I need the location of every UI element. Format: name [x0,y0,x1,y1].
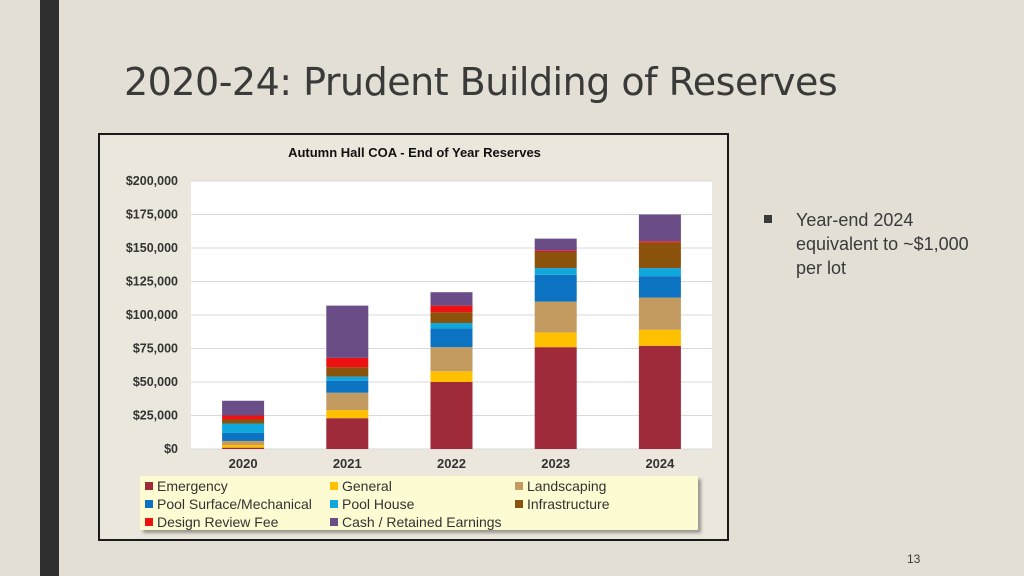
x-tick-label: 2023 [541,456,570,471]
bar-segment-pool-surface-mechanical-2023 [534,274,577,302]
legend-swatch [145,500,153,508]
bar-segment-pool-surface-mechanical-2021 [326,380,369,393]
bar-segment-emergency-2021 [326,418,369,449]
bar-segment-infrastructure-2021 [326,367,369,377]
bar-segment-pool-surface-mechanical-2020 [222,432,265,441]
legend-item: Cash / Retained Earnings [330,514,502,531]
legend-swatch [330,518,338,526]
y-tick-label: $150,000 [126,241,178,255]
legend-item: Emergency [145,478,228,495]
y-tick-label: $75,000 [133,342,178,356]
bar-segment-infrastructure-2023 [534,252,577,269]
bar-segment-pool-house-2021 [326,376,369,381]
bar-segment-pool-house-2023 [534,268,577,275]
x-tick-label: 2021 [333,456,362,471]
legend-swatch [145,518,153,526]
legend-swatch [330,482,338,490]
slide-title: 2020-24: Prudent Building of Reserves [124,60,838,104]
bar-segment-design-review-fee-2022 [430,305,473,313]
bar-segment-general-2023 [534,332,577,348]
bar-segment-emergency-2023 [534,347,577,449]
y-tick-label: $125,000 [126,275,178,289]
legend-item: Landscaping [515,478,606,495]
bar-segment-landscaping-2024 [638,297,681,330]
legend-label: Emergency [157,478,228,494]
legend-item: General [330,478,392,495]
bar-segment-design-review-fee-2021 [326,357,369,368]
bar-segment-pool-surface-mechanical-2022 [430,328,473,348]
bar-segment-general-2022 [430,371,473,382]
bar-segment-design-review-fee-2023 [534,250,577,253]
stacked-bar-chart: Autumn Hall COA - End of Year Reserves $0… [126,145,712,471]
legend-label: Cash / Retained Earnings [342,514,502,530]
bullet-text: Year-end 2024 equivalent to ~$1,000 per … [796,210,969,278]
chart-title: Autumn Hall COA - End of Year Reserves [288,145,541,160]
legend-label: Pool Surface/Mechanical [157,496,312,512]
legend-swatch [515,500,523,508]
bar-segment-cash-retained-earnings-2023 [534,238,577,251]
bar-segment-infrastructure-2020 [222,419,265,424]
bar-segment-emergency-2020 [222,447,265,449]
legend-swatch [515,482,523,490]
bar-segment-general-2024 [638,329,681,346]
legend-label: Infrastructure [527,496,610,512]
x-tick-label: 2020 [229,456,258,471]
legend-item: Pool Surface/Mechanical [145,496,312,513]
legend-item: Pool House [330,496,414,513]
x-tick-label: 2022 [437,456,466,471]
x-tick-label: 2024 [645,456,675,471]
bar-segment-general-2020 [222,444,265,448]
legend-swatch [330,500,338,508]
legend-label: General [342,478,392,494]
bar-segment-pool-surface-mechanical-2024 [638,276,681,298]
y-tick-label: $0 [164,442,178,456]
bar-segment-infrastructure-2022 [430,312,473,324]
bar-segment-landscaping-2022 [430,347,473,372]
legend-label: Landscaping [527,478,607,494]
legend-swatch [145,482,153,490]
y-tick-label: $200,000 [126,174,178,188]
bar-segment-landscaping-2020 [222,440,265,445]
legend-label: Pool House [342,496,415,512]
square-bullet-icon [764,215,772,223]
bar-segment-infrastructure-2024 [638,242,681,269]
legend-item: Infrastructure [515,496,609,513]
y-tick-label: $50,000 [133,375,178,389]
chart-container: Autumn Hall COA - End of Year Reserves $0… [98,133,729,541]
legend-item: Design Review Fee [145,514,278,531]
bar-segment-pool-house-2020 [222,423,265,433]
bar-segment-pool-house-2024 [638,268,681,277]
page-number: 13 [907,552,921,566]
side-accent-bar [40,0,59,576]
bar-segment-cash-retained-earnings-2020 [222,400,265,416]
legend-label: Design Review Fee [157,514,279,530]
bar-segment-cash-retained-earnings-2021 [326,305,369,358]
y-tick-label: $175,000 [126,208,178,222]
bar-segment-design-review-fee-2020 [222,415,265,420]
bar-segment-landscaping-2021 [326,392,369,411]
bar-segment-emergency-2022 [430,382,473,449]
bar-segment-emergency-2024 [638,345,681,449]
y-tick-label: $25,000 [133,409,178,423]
y-tick-label: $100,000 [126,308,178,322]
bar-segment-landscaping-2023 [534,301,577,333]
bar-segment-pool-house-2022 [430,323,473,329]
bar-segment-design-review-fee-2024 [638,241,681,243]
bar-segment-cash-retained-earnings-2022 [430,292,473,306]
bar-segment-general-2021 [326,410,369,419]
bar-segment-cash-retained-earnings-2024 [638,214,681,242]
chart-legend: Emergency General Landscaping Pool Surface/… [140,476,698,530]
